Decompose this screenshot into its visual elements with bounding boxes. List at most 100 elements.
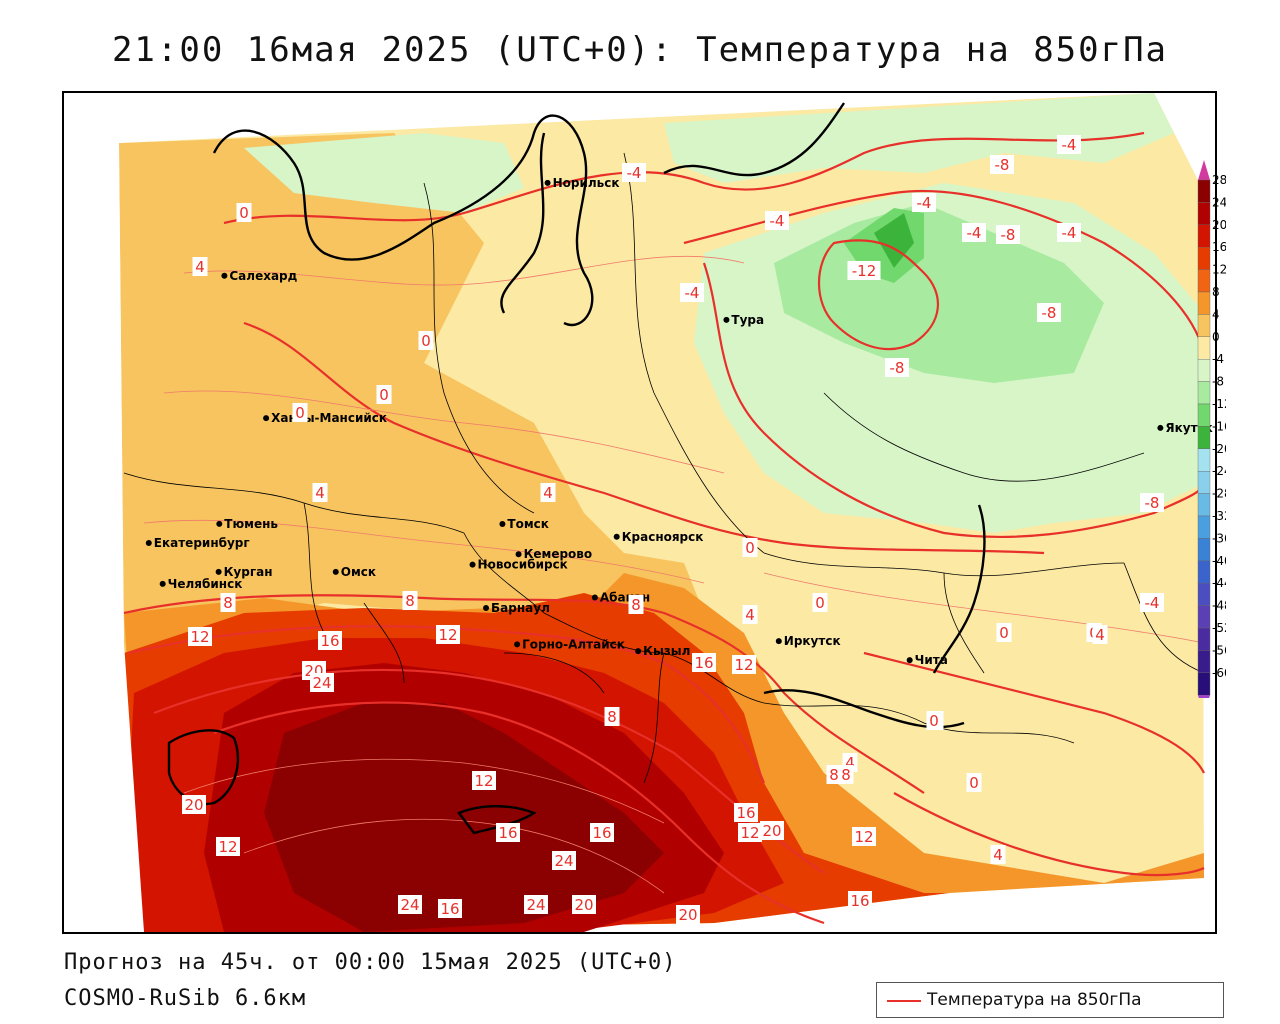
colorbar-tick-label: -52 — [1212, 621, 1226, 635]
city-dot — [215, 568, 222, 575]
colorbar-tick-label: -24 — [1212, 464, 1226, 478]
isotherm-label-bg — [996, 623, 1012, 642]
isotherm-label-bg — [1140, 493, 1164, 512]
city-marker[interactable]: Новосибирск — [469, 558, 568, 572]
isotherm-label-bg — [738, 823, 762, 842]
isotherm-labels: -4 -8 -4 -8 -4 -12 -4 -4 -8 -4 -8 -8 -4 -4 0 0 0 0 4 4 4 0 0 0 0… — [182, 135, 1164, 924]
isotherm-label-bg — [376, 385, 392, 404]
temperature-map[interactable]: НорильскЯкутскСалехардТураХанты-Мансийск… — [64, 93, 1215, 932]
city-marker[interactable]: Салехард — [221, 269, 298, 283]
isotherm-label-text: 0 — [999, 624, 1009, 642]
city-label: Тюмень — [224, 517, 278, 531]
isotherm-label: 8 — [826, 765, 842, 784]
isotherm-label: 4 — [312, 483, 328, 502]
isotherm-label-bg — [552, 851, 576, 870]
isotherm-label-text: -4 — [627, 164, 642, 182]
isotherm-label-text: 4 — [745, 606, 755, 624]
isotherm-label: -8 — [885, 358, 909, 377]
isotherm-label-text: 12 — [438, 626, 457, 644]
city-dot — [515, 551, 522, 558]
city-dot — [216, 520, 223, 527]
colorbar-swatch — [1197, 269, 1211, 293]
city-marker[interactable]: Ханты-Мансийск — [263, 411, 387, 425]
isotherm-label-bg — [962, 223, 986, 242]
colorbar-tick-label: 28 — [1212, 173, 1226, 187]
region-boundaries — [123, 152, 1205, 784]
city-marker[interactable]: Барнаул — [483, 601, 550, 615]
isotherm-label-text: 0 — [295, 404, 305, 422]
colorbar-tick-label: 8 — [1212, 285, 1220, 299]
isotherm-label: 8 — [628, 595, 644, 614]
isotherm-label-bg — [990, 845, 1006, 864]
isotherm-label: 12 — [472, 771, 496, 790]
city-marker[interactable]: Иркутск — [775, 634, 841, 648]
isotherm-label-bg — [182, 795, 206, 814]
city-marker[interactable]: Горно-Алтайск — [514, 637, 625, 651]
isotherm-label: 20 — [760, 821, 784, 840]
isotherm-label-text: -8 — [1001, 226, 1016, 244]
city-dot — [635, 648, 642, 655]
isotherm-label: 24 — [310, 673, 334, 692]
isotherm-label: -8 — [990, 155, 1014, 174]
city-marker[interactable]: Кемерово — [515, 547, 593, 561]
city-marker[interactable]: Курган — [215, 565, 273, 579]
city-marker[interactable]: Тюмень — [216, 517, 278, 531]
coastlines — [167, 102, 986, 835]
isotherm-label: 16 — [496, 823, 520, 842]
isotherm-label-bg — [990, 155, 1014, 174]
isotherm-label-text: 20 — [574, 896, 593, 914]
legend-line-swatch — [887, 1000, 921, 1002]
legend-label: Температура на 850гПа — [927, 990, 1142, 1010]
isotherm-label-bg — [398, 895, 422, 914]
city-marker[interactable]: Омск — [332, 565, 376, 579]
isotherm-label-text: 4 — [543, 484, 553, 502]
city-marker[interactable]: Кызыл — [635, 644, 690, 658]
colorbar-swatch — [1197, 583, 1211, 606]
isotherm-label: 16 — [590, 823, 614, 842]
colorbar-tick-label: -20 — [1212, 442, 1226, 456]
city-marker[interactable]: Екатеринбург — [145, 536, 250, 550]
isotherm-label: 0 — [376, 385, 392, 404]
isotherm-label-bg — [847, 261, 881, 280]
city-dot — [469, 561, 476, 568]
colorbar-tick-label: 20 — [1212, 218, 1226, 232]
colorbar-swatch — [1197, 358, 1211, 382]
city-label: Иркутск — [784, 634, 841, 648]
isotherm-label-bg — [572, 895, 596, 914]
isotherm-label: 12 — [188, 627, 212, 646]
city-label: Горно-Алтайск — [522, 637, 625, 651]
colorbar-tick-label: -32 — [1212, 509, 1226, 523]
city-marker[interactable]: Красноярск — [613, 530, 704, 544]
isotherm-label-text: 20 — [678, 906, 697, 924]
isotherm-label-text: 8 — [841, 766, 851, 784]
isotherm-label-text: 12 — [190, 628, 209, 646]
colorbar-tick-label: 4 — [1212, 307, 1220, 321]
isotherm-label: 16 — [318, 631, 342, 650]
isotherm-label: -8 — [1140, 493, 1164, 512]
isotherm-label-text: -4 — [1062, 136, 1077, 154]
isotherm-label-bg — [926, 711, 942, 730]
city-marker[interactable]: Томск — [499, 517, 549, 531]
isotherm-label-bg — [1092, 625, 1108, 644]
city-marker[interactable]: Чита — [906, 653, 948, 667]
isotherm-label: 0 — [418, 331, 434, 350]
isotherm-label-text: 0 — [239, 204, 249, 222]
isotherm-label: 16 — [438, 899, 462, 918]
colorbar-swatch — [1197, 246, 1211, 270]
isotherm-label: 8 — [402, 591, 418, 610]
temperature-colorbar: 28 24 20 16 12 8 4 0 -4 -8 -12 -16 -20 -24 -28 -32 -36 -4… — [1197, 160, 1226, 698]
city-marker[interactable]: Челябинск — [159, 577, 243, 591]
isotherm-label-bg — [436, 625, 460, 644]
isotherm-label: 8 — [220, 593, 236, 612]
colorbar-swatch — [1197, 224, 1211, 248]
colorbar-bottom-arrow — [1198, 695, 1210, 698]
isotherm-label-text: -4 — [1145, 594, 1160, 612]
map-panel[interactable]: Норильск Якутск Салехард Тура Ханты-Мансийск… — [62, 91, 1217, 934]
city-marker[interactable]: Норильск — [544, 176, 620, 190]
isotherm-label-bg — [312, 483, 328, 502]
isotherm-label: 20 — [572, 895, 596, 914]
city-marker[interactable]: Тура — [723, 313, 764, 327]
isotherm-label-text: -8 — [1145, 494, 1160, 512]
city-label: Кемерово — [524, 547, 593, 561]
city-label: Чита — [915, 653, 948, 667]
